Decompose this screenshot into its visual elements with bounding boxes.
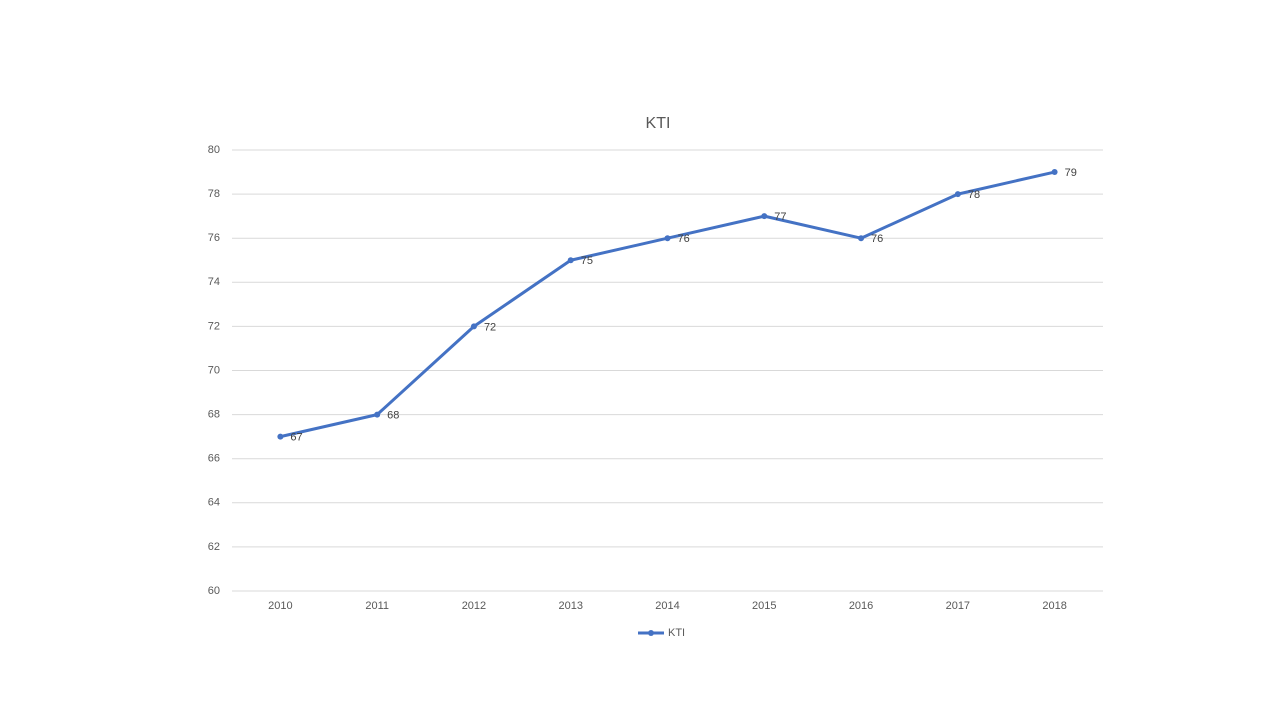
x-tick-label: 2014 xyxy=(655,600,679,612)
data-label: 72 xyxy=(484,321,496,333)
data-label: 76 xyxy=(871,233,883,245)
y-tick-label: 62 xyxy=(208,541,220,553)
data-point xyxy=(1051,169,1058,176)
y-tick-label: 78 xyxy=(208,188,220,200)
legend-label: KTI xyxy=(668,627,685,639)
data-label: 78 xyxy=(968,189,980,201)
y-tick-label: 72 xyxy=(208,320,220,332)
chart-title: KTI xyxy=(646,115,671,132)
data-point xyxy=(664,235,671,242)
data-point xyxy=(761,213,768,220)
y-tick-label: 66 xyxy=(208,453,220,465)
data-point xyxy=(858,235,865,242)
legend-marker xyxy=(648,630,654,636)
x-tick-label: 2013 xyxy=(558,600,582,612)
y-tick-label: 80 xyxy=(208,144,220,156)
y-tick-label: 74 xyxy=(208,276,220,288)
series-line xyxy=(280,170,1055,439)
x-tick-label: 2017 xyxy=(946,600,970,612)
y-tick-label: 70 xyxy=(208,364,220,376)
x-tick-label: 2010 xyxy=(268,600,292,612)
data-label: 67 xyxy=(290,432,302,444)
y-tick-label: 68 xyxy=(208,409,220,421)
data-label: 68 xyxy=(387,410,399,422)
data-label: 77 xyxy=(774,211,786,223)
data-point xyxy=(277,433,284,440)
data-point xyxy=(470,323,477,330)
y-tick-label: 76 xyxy=(208,232,220,244)
data-label: 76 xyxy=(678,233,690,245)
data-point xyxy=(567,257,574,264)
x-tick-label: 2011 xyxy=(365,600,389,612)
x-tick-label: 2018 xyxy=(1042,600,1066,612)
data-point xyxy=(374,411,381,418)
y-tick-label: 60 xyxy=(208,585,220,597)
data-label: 75 xyxy=(581,255,593,267)
x-tick-label: 2012 xyxy=(462,600,486,612)
y-tick-label: 64 xyxy=(208,497,220,509)
data-label: 79 xyxy=(1065,167,1077,179)
x-tick-label: 2015 xyxy=(752,600,776,612)
data-point xyxy=(954,191,961,198)
x-tick-label: 2016 xyxy=(849,600,873,612)
